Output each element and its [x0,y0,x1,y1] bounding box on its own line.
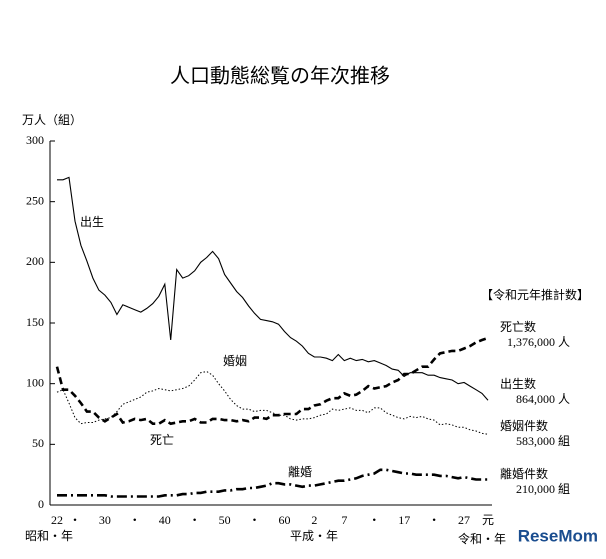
annotation-label: 出生数 [500,376,536,391]
annotation-label: 死亡数 [500,319,536,334]
y-tick-label: 0 [38,497,44,511]
annotation-value: 210,000 組 [516,482,570,496]
series-line [56,370,489,435]
x-tick-label: 60 [278,513,290,527]
chart-title: 人口動態総覧の年次推移 [170,65,390,88]
x-tick-label: ・ [368,513,380,527]
series-label: 離婚 [288,465,312,479]
x-tick-label: ・ [249,513,261,527]
series-label: 婚姻 [223,353,247,368]
watermark: ReseMom [518,526,598,545]
y-tick-label: 100 [26,375,44,389]
annotation-value: 583,000 組 [516,434,570,448]
y-tick-label: 200 [26,254,44,268]
x-tick-label: ・ [69,513,81,527]
x-tick-label: ・ [189,513,201,527]
x-tick-label: 27 [458,513,470,527]
era-label: 昭和・年 [25,529,73,543]
annotation-label: 婚姻件数 [500,418,548,433]
x-tick-label: 22 [51,513,63,527]
annotation-label: 離婚件数 [500,466,548,481]
annotation-value: 1,376,000 人 [507,335,570,349]
x-tick-label: 50 [219,513,231,527]
y-tick-label: 150 [26,315,44,329]
series-label: 死亡 [150,433,174,447]
y-tick-label: 50 [32,436,44,450]
era-label: 平成・年 [290,529,338,543]
x-tick-label: 元 [482,513,494,527]
series-label: 出生 [80,215,104,229]
x-tick-label: 17 [398,513,410,527]
y-axis-title: 万人（組） [22,113,82,127]
x-tick-label: 30 [99,513,111,527]
y-tick-label: 250 [26,193,44,207]
series-line [55,336,489,426]
x-tick-label: ・ [428,513,440,527]
annotation-heading: 【令和元年推計数】 [481,287,589,302]
y-tick-label: 300 [26,133,44,147]
x-tick-label: 7 [341,513,347,527]
annotation-value: 864,000 人 [516,392,570,406]
era-label: 令和・年 [458,531,506,546]
series-line [57,468,488,498]
x-tick-label: 40 [159,513,171,527]
x-tick-label: 2 [311,513,317,527]
series-line [57,176,489,401]
x-tick-label: ・ [129,513,141,527]
